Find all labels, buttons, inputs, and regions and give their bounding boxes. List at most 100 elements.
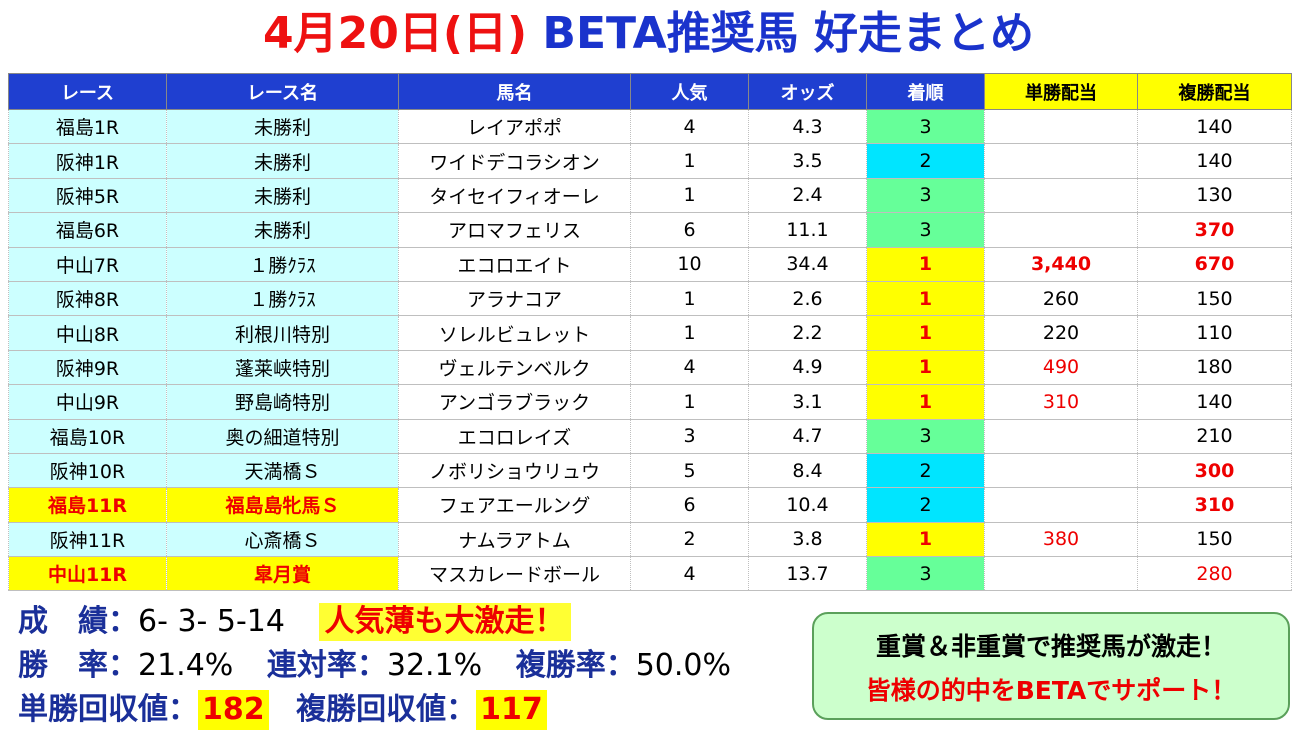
win-payout-cell: 3,440	[984, 246, 1138, 282]
race-name-cell-text: 未勝利	[253, 151, 311, 174]
win-payout-cell	[984, 143, 1138, 179]
table-row: 阪神9R 蓬莱峡特別 ヴェルテンベルク 4 4.9 1 490 180	[8, 349, 1292, 386]
place-payout-cell: 210	[1137, 418, 1292, 454]
race-cell-text: 中山9R	[55, 392, 120, 415]
race-name-cell: 心斎橋Ｓ	[166, 521, 399, 558]
header-place-payout: 複勝配当	[1137, 73, 1292, 110]
race-name-cell-text: 心斎橋Ｓ	[244, 529, 321, 552]
race-cell-text: 阪神9R	[55, 357, 120, 380]
odds-cell-text: 3.5	[792, 150, 823, 173]
race-cell: 中山9R	[8, 384, 167, 420]
race-name-cell-text: 福島島牝馬Ｓ	[225, 495, 340, 518]
race-cell: 福島11R	[8, 487, 167, 523]
win-payout-cell	[984, 452, 1138, 489]
table-row: 阪神10R 天満橋Ｓ ノボリショウリュウ 5 8.4 2 300	[8, 452, 1292, 489]
race-cell-text: 中山8R	[55, 323, 120, 346]
race-cell-text: 福島10R	[49, 426, 126, 449]
race-name-cell: 福島島牝馬Ｓ	[166, 487, 399, 523]
place-payout-cell-text: 140	[1196, 150, 1233, 173]
race-cell: 福島6R	[8, 212, 167, 248]
finish-cell: 3	[866, 108, 985, 145]
popularity-cell: 10	[630, 246, 749, 282]
race-name-cell: 未勝利	[166, 212, 399, 248]
popularity-cell-text: 4	[683, 356, 696, 379]
finish-cell-text: 3	[919, 218, 932, 241]
win-payout-cell-text: 220	[1042, 322, 1080, 345]
race-name-cell-text: 奥の細道特別	[225, 426, 340, 449]
race-cell-text: 阪神1R	[55, 151, 120, 174]
popularity-cell: 3	[630, 418, 749, 454]
horse-cell: レイアポポ	[398, 108, 631, 145]
popularity-cell: 4	[630, 556, 749, 592]
horse-cell-text: マスカレードボール	[428, 564, 600, 587]
odds-cell-text: 4.9	[792, 356, 823, 379]
odds-cell: 13.7	[748, 556, 867, 592]
header-popularity: 人気	[630, 73, 749, 110]
odds-cell-text: 3.1	[792, 390, 823, 413]
place-payout-cell: 150	[1137, 521, 1292, 558]
table-row: 福島11R 福島島牝馬Ｓ フェアエールング 6 10.4 2 310	[8, 487, 1292, 523]
race-name-cell: 皐月賞	[166, 556, 399, 592]
place-payout-cell: 140	[1137, 384, 1292, 420]
place-payout-cell: 130	[1137, 177, 1292, 214]
odds-cell: 3.8	[748, 521, 867, 558]
popularity-cell: 1	[630, 143, 749, 179]
table-row: 阪神1R 未勝利 ワイドデコラシオン 1 3.5 2 140	[8, 143, 1292, 179]
horse-cell: ソレルビュレット	[398, 315, 631, 351]
table-row: 福島10R 奥の細道特別 エコロレイズ 3 4.7 3 210	[8, 418, 1292, 454]
place-rate-value: 50.0%	[635, 648, 732, 683]
race-name-cell: 天満橋Ｓ	[166, 452, 399, 489]
table-row: 中山8R 利根川特別 ソレルビュレット 1 2.2 1 220 110	[8, 315, 1292, 351]
rentai-value: 32.1%	[386, 648, 483, 683]
popularity-cell-text: 2	[683, 528, 696, 551]
win-return-value: 182	[198, 690, 269, 730]
race-cell: 中山7R	[8, 246, 167, 282]
finish-cell: 1	[866, 521, 985, 558]
race-cell-text: 阪神5R	[55, 185, 120, 208]
race-name-cell: １勝ｸﾗｽ	[166, 246, 399, 282]
header-finish: 着順	[866, 73, 985, 110]
header-horse: 馬名	[398, 73, 631, 110]
race-name-cell-text: 利根川特別	[234, 323, 330, 346]
popularity-cell-text: 1	[683, 184, 696, 207]
popularity-cell-text: 6	[683, 493, 696, 516]
place-payout-cell-text: 110	[1196, 322, 1233, 345]
popularity-cell-text: 1	[683, 287, 696, 310]
race-cell: 阪神9R	[8, 349, 167, 386]
race-name-cell-text: 未勝利	[253, 220, 311, 243]
horse-cell-text: アラナコア	[466, 289, 562, 312]
popularity-cell-text: 1	[683, 390, 696, 413]
odds-cell-text: 4.3	[792, 115, 823, 138]
race-cell: 阪神1R	[8, 143, 167, 179]
place-payout-cell-text: 310	[1194, 493, 1235, 516]
horse-cell-text: アロマフェリス	[447, 220, 581, 243]
table-row: 中山9R 野島崎特別 アンゴラブラック 1 3.1 1 310 140	[8, 384, 1292, 420]
race-name-cell: 奥の細道特別	[166, 418, 399, 454]
odds-cell: 4.7	[748, 418, 867, 454]
finish-cell: 3	[866, 212, 985, 248]
header-win-payout: 単勝配当	[984, 73, 1138, 110]
race-name-cell-text: 未勝利	[253, 185, 311, 208]
odds-cell: 2.2	[748, 315, 867, 351]
table-row: 阪神8R １勝ｸﾗｽ アラナコア 1 2.6 1 260 150	[8, 280, 1292, 317]
finish-cell: 2	[866, 452, 985, 489]
race-cell: 福島10R	[8, 418, 167, 454]
place-payout-cell-text: 670	[1194, 253, 1235, 276]
win-rate-value: 21.4%	[138, 648, 234, 683]
place-rate-label: 複勝率：	[515, 648, 636, 683]
place-return-label: 複勝回収値：	[296, 692, 477, 727]
horse-cell: アロマフェリス	[398, 212, 631, 248]
win-payout-cell-text: 3,440	[1030, 253, 1092, 276]
race-name-cell: １勝ｸﾗｽ	[166, 280, 399, 317]
horse-cell-text: アンゴラブラック	[438, 392, 591, 415]
race-name-cell: 利根川特別	[166, 315, 399, 351]
odds-cell: 8.4	[748, 452, 867, 489]
horse-cell: エコロレイズ	[398, 418, 631, 454]
win-payout-cell	[984, 556, 1138, 592]
place-payout-cell: 300	[1137, 452, 1292, 489]
odds-cell: 3.5	[748, 143, 867, 179]
title-main: BETA推奨馬 好走まとめ	[542, 8, 1034, 59]
header-odds: オッズ	[748, 73, 867, 110]
race-name-cell: 蓬莱峡特別	[166, 349, 399, 386]
popularity-cell: 4	[630, 108, 749, 145]
